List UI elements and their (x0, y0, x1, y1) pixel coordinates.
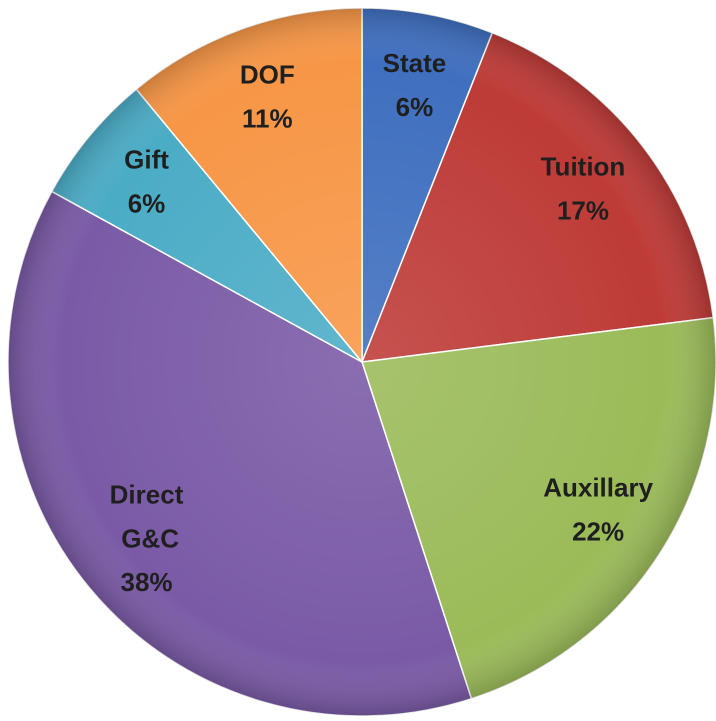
slice-label-line: G&C (114, 523, 179, 553)
slice-label: State (383, 48, 447, 78)
slice-label: Tuition (541, 151, 626, 181)
slice-value-label: 6% (128, 189, 166, 219)
slice-label: Direct G&C (110, 479, 184, 553)
slice-label: Auxillary (543, 473, 653, 503)
slice-value-label: 6% (396, 92, 434, 122)
slice-value-label: 22% (572, 517, 624, 547)
slice-value-label: 11% (242, 104, 293, 134)
slice-value-label: 17% (557, 195, 609, 225)
slice-label: Gift (124, 145, 169, 175)
slice-label: DOF (240, 60, 295, 90)
slice-value-label: 38% (120, 567, 172, 597)
slice-label-line: Direct (110, 479, 184, 509)
